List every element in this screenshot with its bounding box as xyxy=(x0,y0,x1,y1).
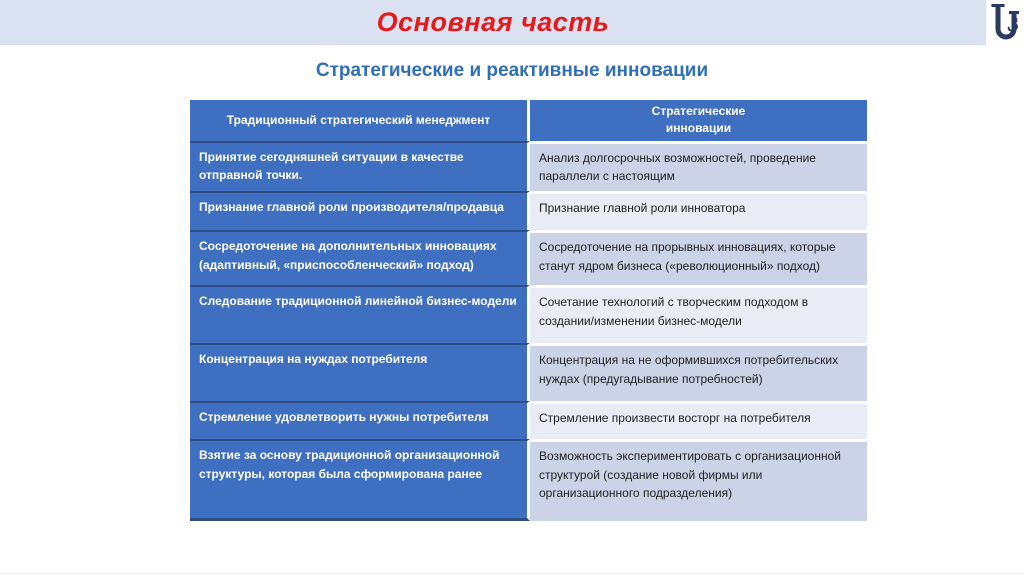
table-header-strategic: Стратегические инновации xyxy=(530,100,867,141)
table-header-row: Традиционный стратегический менеджмент С… xyxy=(190,100,867,141)
table-cell-traditional: Следование традиционной линейной бизнес-… xyxy=(190,284,530,343)
table-cell-innovation: Сосредоточение на прорывных инновациях, … xyxy=(530,229,867,285)
table-cell-innovation: Возможность экспериментировать с организ… xyxy=(530,438,867,521)
table-row: Признание главной роли производителя/про… xyxy=(190,190,867,230)
slide-header-band xyxy=(0,0,986,45)
table-cell-innovation: Анализ долгосрочных возможностей, провед… xyxy=(530,140,867,191)
table-row: Принятие сегодняшней ситуации в качестве… xyxy=(190,140,867,191)
table-cell-innovation: Признание главной роли инноватора xyxy=(530,190,867,230)
table-cell-innovation: Концентрация на не оформившихся потребит… xyxy=(530,342,867,401)
page-title: Основная часть xyxy=(376,7,610,37)
university-emblem-icon xyxy=(990,2,1020,49)
table-cell-traditional: Концентрация на нуждах потребителя xyxy=(190,342,530,401)
comparison-table: Традиционный стратегический менеджмент С… xyxy=(190,100,867,521)
table-cell-innovation: Сочетание технологий с творческим подход… xyxy=(530,284,867,343)
table-header-traditional: Традиционный стратегический менеджмент xyxy=(190,100,530,141)
table-body: Принятие сегодняшней ситуации в качестве… xyxy=(190,140,867,521)
logo-box xyxy=(986,0,1024,48)
table-row: Взятие за основу традиционной организаци… xyxy=(190,438,867,521)
table-cell-traditional: Сосредоточение на дополнительных инновац… xyxy=(190,229,530,285)
table-cell-innovation: Стремление произвести восторг на потреби… xyxy=(530,400,867,439)
table-cell-traditional: Признание главной роли производителя/про… xyxy=(190,190,530,230)
table-row: Следование традиционной линейной бизнес-… xyxy=(190,284,867,343)
table-cell-traditional: Принятие сегодняшней ситуации в качестве… xyxy=(190,140,530,191)
table-row: Стремление удовлетворить нужны потребите… xyxy=(190,400,867,439)
table-cell-traditional: Стремление удовлетворить нужны потребите… xyxy=(190,400,530,439)
table-row: Концентрация на нуждах потребителя Концен… xyxy=(190,342,867,401)
slide-subtitle: Стратегические и реактивные инновации xyxy=(315,60,709,81)
table-cell-traditional: Взятие за основу традиционной организаци… xyxy=(190,438,530,521)
table-row: Сосредоточение на дополнительных инновац… xyxy=(190,229,867,285)
